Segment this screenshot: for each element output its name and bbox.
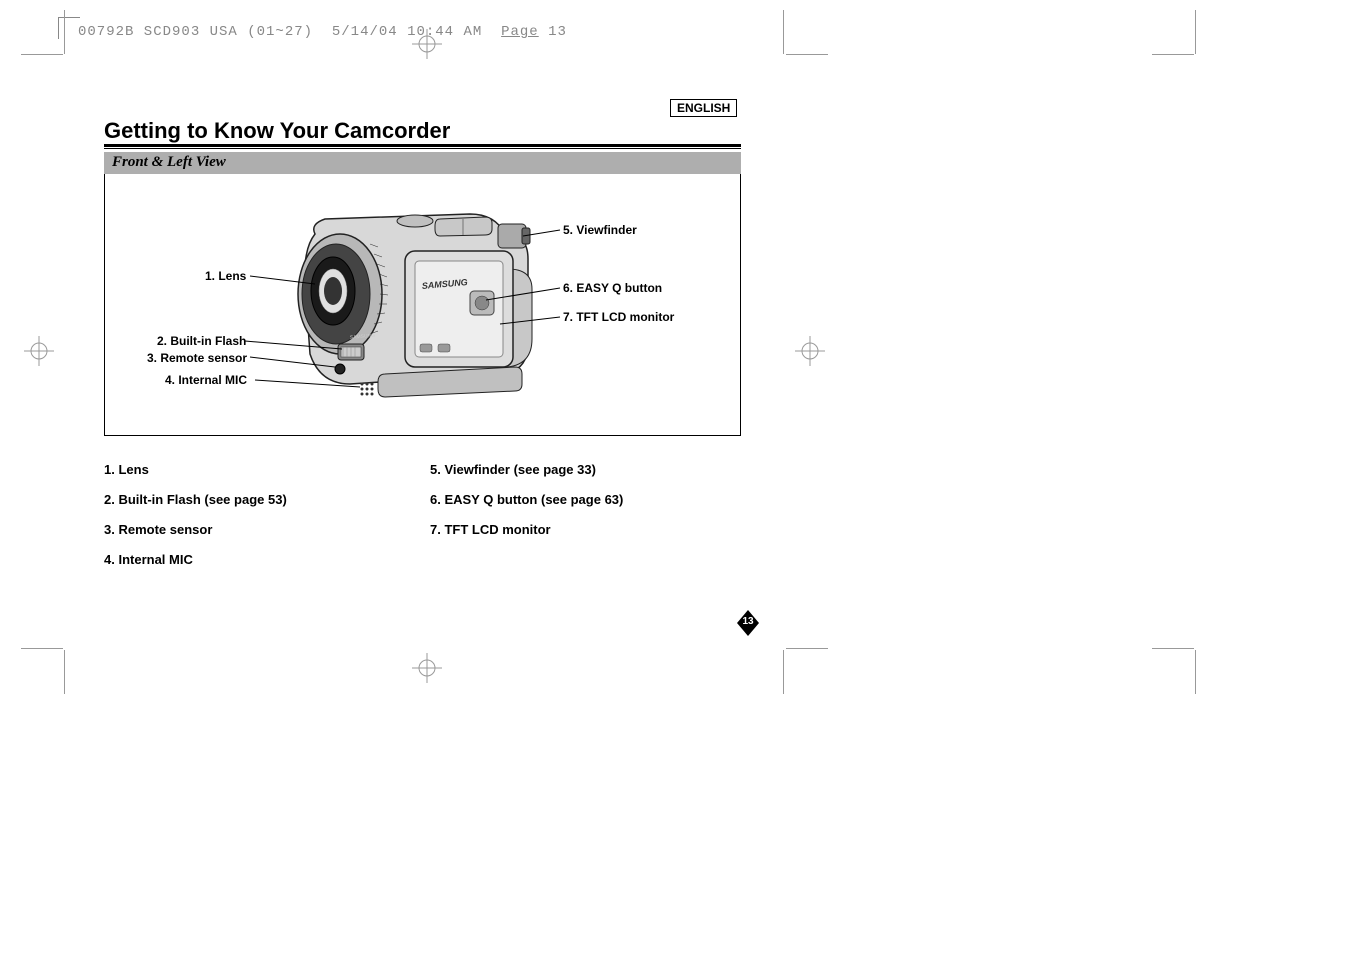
- legend-item: 1. Lens: [104, 455, 287, 485]
- title-rule: [104, 148, 741, 149]
- crop-mark: [1152, 648, 1194, 649]
- registration-mark-icon: [412, 29, 442, 59]
- prepress-header: 00792B SCD903 USA (01~27) 5/14/04 10:44 …: [78, 24, 567, 40]
- callout-flash: 2. Built-in Flash: [157, 334, 246, 348]
- page-tag: Page: [501, 24, 539, 40]
- legend-item: 7. TFT LCD monitor: [430, 515, 623, 545]
- section-header: Front & Left View: [104, 152, 741, 174]
- crop-mark: [783, 650, 784, 694]
- crop-mark: [1195, 10, 1196, 54]
- legend-item: 2. Built-in Flash (see page 53): [104, 485, 287, 515]
- crop-mark: [64, 10, 65, 54]
- legend-item: 4. Internal MIC: [104, 545, 287, 575]
- title-rule: [104, 144, 741, 147]
- legend-item: 3. Remote sensor: [104, 515, 287, 545]
- callout-tft-lcd: 7. TFT LCD monitor: [563, 310, 674, 324]
- language-indicator: ENGLISH: [670, 99, 737, 117]
- registration-mark-icon: [795, 336, 825, 366]
- registration-mark-icon: [24, 336, 54, 366]
- crop-mark: [64, 650, 65, 694]
- legend-item: 6. EASY Q button (see page 63): [430, 485, 623, 515]
- callout-viewfinder: 5. Viewfinder: [563, 223, 637, 237]
- crop-mark: [786, 54, 828, 55]
- file-date: 5/14/04 10:44 AM: [332, 24, 482, 40]
- callout-remote-sensor: 3. Remote sensor: [147, 351, 247, 365]
- page-number: 13: [735, 616, 761, 627]
- file-code: 00792B SCD903 USA (01~27): [78, 24, 313, 40]
- registration-mark-icon: [412, 653, 442, 683]
- diagram-container: SAMSUNG SAMSUNG 1. Lens 2. Built-in Flas…: [104, 174, 741, 436]
- legend -item: 5. Viewfinder (see page 33): [430, 455, 623, 485]
- callout-lines: [105, 174, 742, 436]
- crop-mark: [1152, 54, 1194, 55]
- crop-mark: [786, 648, 828, 649]
- page-number-marker: 13: [735, 610, 761, 636]
- page-title: Getting to Know Your Camcorder: [104, 118, 450, 144]
- crop-mark: [1195, 650, 1196, 694]
- legend-right-column: 5. Viewfinder (see page 33) 6. EASY Q bu…: [430, 455, 623, 545]
- callout-lens: 1. Lens: [205, 269, 246, 283]
- callout-easyq: 6. EASY Q button: [563, 281, 662, 295]
- crop-mark: [21, 54, 63, 55]
- legend-left-column: 1. Lens 2. Built-in Flash (see page 53) …: [104, 455, 287, 575]
- crop-mark: [21, 648, 63, 649]
- page-tag-num: 13: [548, 24, 567, 40]
- corner-bracket: [58, 17, 80, 39]
- crop-mark: [783, 10, 784, 54]
- callout-internal-mic: 4. Internal MIC: [165, 373, 247, 387]
